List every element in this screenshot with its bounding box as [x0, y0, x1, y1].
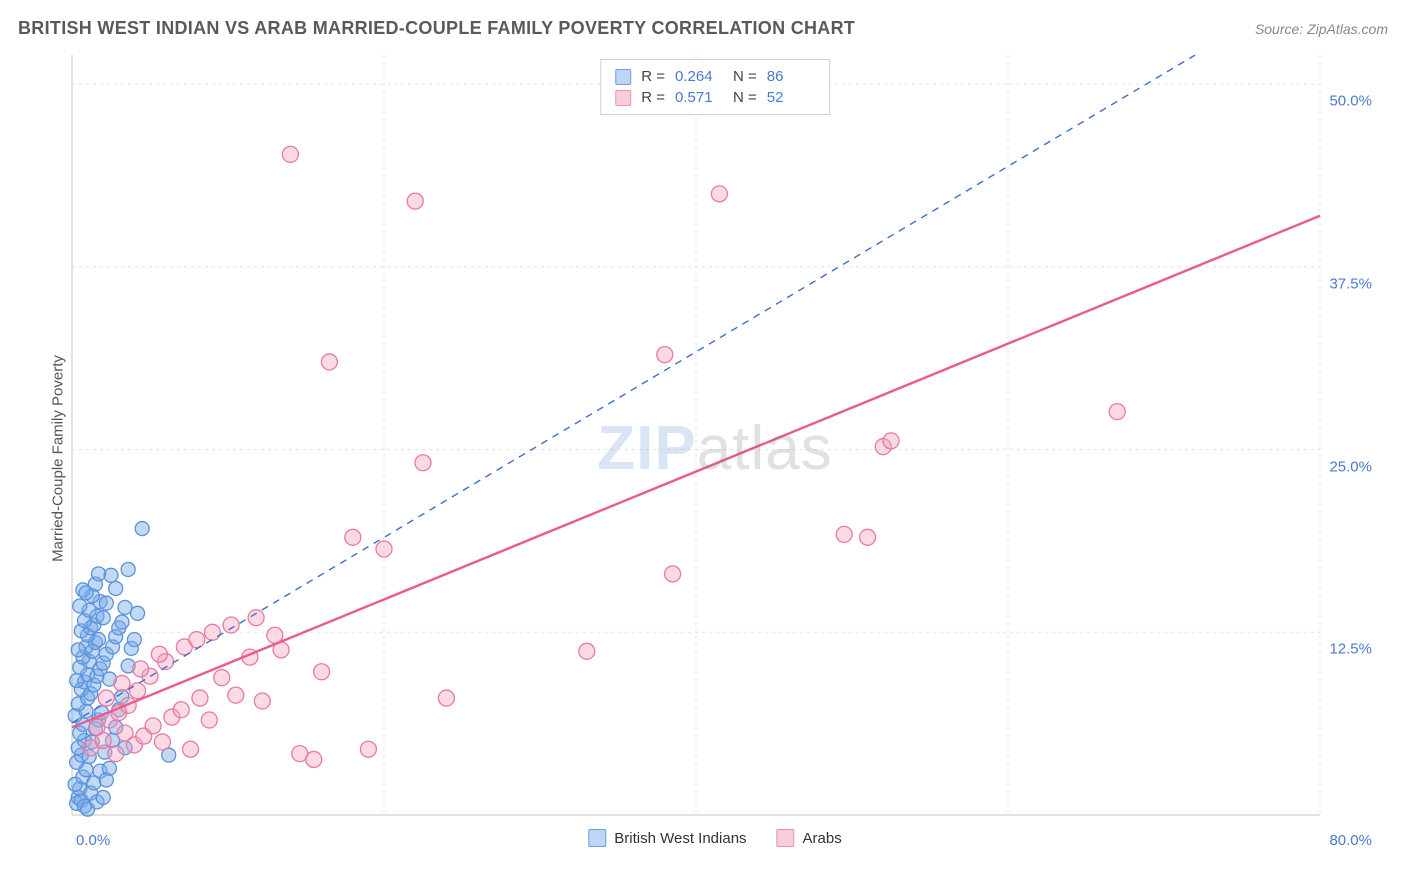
n-label: N =	[733, 68, 757, 85]
source-label: Source: ZipAtlas.com	[1255, 21, 1388, 37]
stats-swatch	[615, 69, 631, 85]
n-value: 52	[767, 89, 815, 106]
legend-label: British West Indians	[614, 830, 746, 847]
n-label: N =	[733, 89, 757, 106]
legend-swatch	[588, 829, 606, 847]
x-origin-label: 0.0%	[76, 832, 110, 849]
stats-legend: R = 0.264 N = 86 R = 0.571 N = 52	[600, 59, 830, 115]
chart-title: BRITISH WEST INDIAN VS ARAB MARRIED-COUP…	[18, 18, 855, 39]
legend-item-bwi: British West Indians	[588, 829, 746, 847]
n-value: 86	[767, 68, 815, 85]
chart-svg	[50, 55, 1380, 845]
series-legend: British West Indians Arabs	[588, 829, 841, 847]
stats-row-bwi: R = 0.264 N = 86	[615, 66, 815, 87]
r-value: 0.264	[675, 68, 723, 85]
r-value: 0.571	[675, 89, 723, 106]
r-label: R =	[641, 89, 665, 106]
stats-row-arab: R = 0.571 N = 52	[615, 87, 815, 108]
legend-item-arab: Arabs	[777, 829, 842, 847]
stats-swatch	[615, 90, 631, 106]
r-label: R =	[641, 68, 665, 85]
y-tick-label: 25.0%	[1329, 458, 1372, 475]
y-tick-label: 12.5%	[1329, 641, 1372, 658]
title-bar: BRITISH WEST INDIAN VS ARAB MARRIED-COUP…	[18, 18, 1388, 39]
x-max-label: 80.0%	[1329, 832, 1372, 849]
y-tick-label: 37.5%	[1329, 275, 1372, 292]
legend-swatch	[777, 829, 795, 847]
plot-area: Married-Couple Family Poverty ZIPatlas R…	[50, 55, 1380, 845]
legend-label: Arabs	[803, 830, 842, 847]
y-tick-label: 50.0%	[1329, 93, 1372, 110]
